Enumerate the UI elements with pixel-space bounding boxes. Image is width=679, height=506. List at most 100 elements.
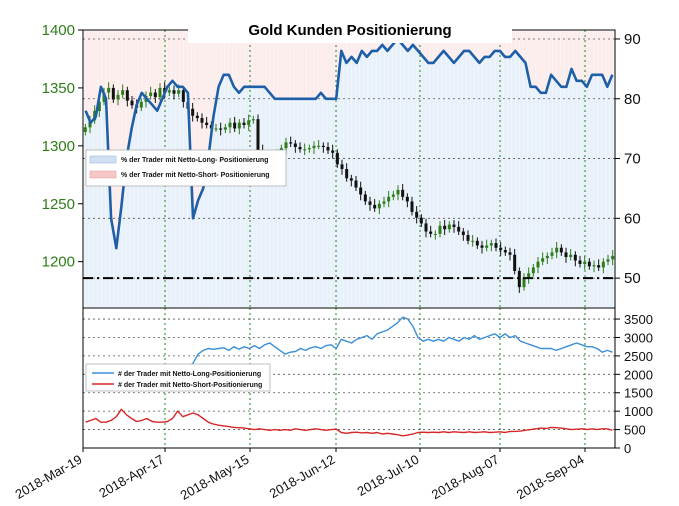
candle-body — [359, 187, 363, 195]
candle-body — [153, 92, 157, 98]
candle-body — [326, 146, 330, 151]
candle-body — [349, 178, 353, 181]
bottom-right-tick-label: 3000 — [624, 330, 653, 345]
candle-body — [251, 119, 255, 121]
candle-body — [298, 146, 302, 150]
x-tick-label: 2018-Jul-10 — [355, 452, 422, 499]
candle-body — [592, 265, 596, 267]
candle-body — [121, 90, 125, 95]
candle-body — [195, 115, 199, 119]
candle-body — [382, 201, 386, 204]
candle-body — [111, 87, 115, 100]
candle-body — [545, 255, 549, 259]
candle-body — [181, 90, 185, 102]
x-tick-label: 2018-May-15 — [178, 452, 252, 503]
candle-body — [387, 196, 391, 202]
candle-body — [494, 243, 498, 248]
candle-body — [499, 247, 503, 251]
candle-body — [601, 261, 605, 268]
candle-body — [368, 201, 372, 205]
left-tick-label: 1250 — [42, 196, 75, 213]
long-percent-line — [84, 37, 614, 250]
candle-body — [489, 243, 493, 246]
candle-body — [415, 211, 419, 218]
bottom-right-tick-label: 1000 — [624, 404, 653, 419]
candle-body — [107, 87, 111, 93]
candle-body — [177, 90, 181, 94]
candle-body — [611, 255, 615, 260]
candle-body — [559, 247, 563, 253]
candle-body — [433, 233, 437, 235]
top-panel: 1400 1350 1300 1250 1200 90 80 70 60 50 Gold Kun… — [42, 17, 641, 309]
candle-body — [130, 100, 134, 106]
x-tick-label: 2018-Sep-04 — [514, 452, 587, 503]
bottom-right-tick-label: 1500 — [624, 386, 653, 401]
candle-body — [452, 224, 456, 227]
x-tick-label: 2018-Apr-17 — [96, 452, 166, 501]
candle-body — [167, 90, 171, 93]
x-tick-label: 2018-Mar-19 — [13, 452, 85, 502]
candle-body — [508, 252, 512, 255]
candle-body — [293, 143, 297, 147]
bottom-plot-border — [82, 307, 616, 449]
candle-body — [541, 258, 545, 262]
x-axis-ticks: 2018-Mar-19 2018-Apr-17 2018-May-15 2018-Ju… — [13, 448, 587, 503]
candle-body — [569, 254, 573, 258]
candle-body — [424, 223, 428, 232]
candle-body — [233, 122, 237, 129]
candle-body — [237, 122, 241, 129]
candle-body — [312, 145, 316, 149]
candle-body — [405, 196, 409, 202]
legend-label-long: % der Trader mit Netto-Long- Positionier… — [121, 157, 268, 164]
candle-body — [242, 122, 246, 125]
candle-body — [116, 94, 120, 100]
top-legend: % der Trader mit Netto-Long- Positionier… — [85, 149, 287, 187]
chart-title: Gold Kunden Positionierung — [248, 22, 451, 39]
candle-body — [522, 277, 526, 288]
candle-body — [219, 128, 223, 130]
left-tick-label: 1300 — [42, 138, 75, 155]
candle-body — [125, 90, 129, 101]
candle-body — [471, 240, 475, 242]
candle-body — [527, 273, 531, 278]
candle-body — [363, 194, 367, 202]
right-tick-label: 50 — [624, 270, 641, 287]
candle-body — [149, 92, 153, 97]
candle-body — [517, 270, 521, 288]
bottom-legend: # der Trader mit Netto-Long-Positionieru… — [85, 363, 271, 392]
candle-body — [391, 194, 395, 197]
candle-body — [461, 231, 465, 236]
left-axis-ticks: 1400 1350 1300 1250 1200 — [42, 22, 83, 271]
candle-body — [429, 231, 433, 234]
candle-body — [214, 128, 218, 130]
candle-body — [317, 145, 321, 147]
bottom-right-axis-ticks: 3500 3000 2500 2000 1500 1000 500 0 — [615, 312, 653, 456]
candle-body — [321, 145, 325, 147]
candle-body — [205, 122, 209, 125]
candle-body — [555, 247, 559, 253]
candle-body — [578, 260, 582, 264]
x-tick-label: 2018-Jun-12 — [267, 452, 338, 501]
x-tick-label: 2018-Aug-07 — [429, 452, 502, 503]
title-box — [188, 17, 512, 43]
candle-body — [345, 169, 349, 179]
bottom-right-tick-label: 500 — [624, 423, 646, 438]
legend-label-long-count: # der Trader mit Netto-Long-Positionieru… — [118, 371, 261, 378]
candle-body — [443, 225, 447, 230]
candle-body — [550, 252, 554, 256]
right-tick-label: 80 — [624, 91, 641, 108]
bottom-panel: 3500 3000 2500 2000 1500 1000 500 0 # der Trade… — [82, 307, 653, 456]
candle-body — [410, 201, 414, 212]
candle-body — [158, 87, 162, 98]
candle-body — [223, 127, 227, 130]
candle-body — [457, 226, 461, 232]
candle-body — [438, 225, 442, 234]
candle-body — [331, 150, 335, 153]
right-tick-label: 60 — [624, 210, 641, 227]
candle-body — [354, 180, 358, 188]
left-tick-label: 1400 — [42, 22, 75, 39]
candle-body — [485, 245, 489, 248]
candle-body — [256, 119, 260, 151]
candle-body — [531, 267, 535, 274]
